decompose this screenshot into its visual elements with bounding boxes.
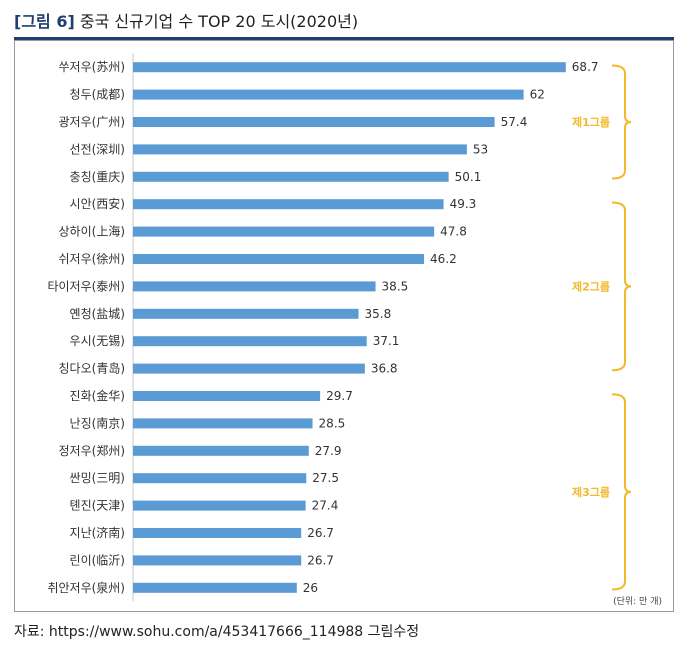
category-label: 우시(无锡) xyxy=(70,333,125,348)
category-label: 지난(济南) xyxy=(70,525,125,540)
value-label: 26.7 xyxy=(307,553,334,567)
bar xyxy=(133,500,306,511)
category-label: 상하이(上海) xyxy=(59,224,125,239)
figure-title: [그림 6] 중국 신규기업 수 TOP 20 도시(2020년) xyxy=(14,8,358,32)
category-label: 싼밍(三明) xyxy=(70,471,125,485)
value-label: 29.7 xyxy=(326,389,353,403)
value-label: 38.5 xyxy=(382,279,409,293)
value-label: 57.4 xyxy=(501,115,528,129)
bar xyxy=(133,62,566,73)
bar xyxy=(133,418,313,429)
category-label: 난징(南京) xyxy=(70,415,125,430)
bar xyxy=(133,308,359,319)
category-label: 톈진(天津) xyxy=(70,499,125,513)
bar xyxy=(133,226,435,237)
value-label: 26.7 xyxy=(307,526,334,540)
category-label: 취안저우(泉州) xyxy=(47,581,125,595)
group-label: 제3그룹 xyxy=(572,485,610,499)
value-label: 26 xyxy=(303,581,318,595)
bar xyxy=(133,254,425,264)
group-label: 제2그룹 xyxy=(572,279,610,293)
value-label: 49.3 xyxy=(450,197,477,211)
category-label: 쉬저우(徐州) xyxy=(59,251,125,266)
category-label: 청두(成都) xyxy=(70,88,125,102)
value-label: 35.8 xyxy=(365,307,392,321)
category-label: 칭다오(青岛) xyxy=(59,361,125,376)
category-label: 시안(西安) xyxy=(70,196,125,211)
category-label: 진화(金华) xyxy=(70,388,125,403)
bar xyxy=(133,582,297,593)
value-label: 28.5 xyxy=(319,416,346,430)
bar xyxy=(133,555,302,566)
value-label: 27.5 xyxy=(312,471,339,485)
group-label: 제1그룹 xyxy=(572,115,610,129)
group-bracket xyxy=(611,393,632,591)
category-label: 선전(深圳) xyxy=(70,142,125,156)
category-label: 충칭(重庆) xyxy=(70,170,125,184)
category-label: 쑤저우(苏州) xyxy=(59,60,125,74)
category-label: 타이저우(泰州) xyxy=(47,279,125,293)
category-label: 옌청(盐城) xyxy=(70,307,125,321)
figure-number: [그림 6] xyxy=(14,12,75,31)
bars-layer: 쑤저우(苏州) 68.7 청두(成都) 62 광저우(广州) 57.4 선전(深圳) 53 충칭… xyxy=(47,60,598,595)
value-label: 37.1 xyxy=(373,334,400,348)
value-label: 36.8 xyxy=(371,362,398,376)
bar xyxy=(133,171,449,182)
bar xyxy=(133,473,307,484)
bar xyxy=(133,363,365,374)
bar xyxy=(133,445,309,456)
value-label: 50.1 xyxy=(455,170,482,184)
value-label: 68.7 xyxy=(572,60,599,74)
bar xyxy=(133,144,467,155)
category-label: 린이(临沂) xyxy=(70,553,125,567)
category-label: 광저우(广州) xyxy=(59,115,125,129)
value-label: 27.4 xyxy=(312,499,339,513)
bar xyxy=(133,281,376,292)
bar xyxy=(133,391,321,401)
category-label: 정저우(郑州) xyxy=(59,443,125,458)
value-label: 53 xyxy=(473,142,488,156)
group-bracket xyxy=(611,64,632,180)
bar xyxy=(133,89,524,100)
bar xyxy=(133,528,302,538)
value-label: 62 xyxy=(530,88,545,102)
bar xyxy=(133,336,367,347)
value-label: 27.9 xyxy=(315,444,342,458)
value-label: 46.2 xyxy=(430,252,457,266)
chart-frame xyxy=(14,40,674,612)
group-bracket xyxy=(611,201,632,372)
figure-title-text: 중국 신규기업 수 TOP 20 도시(2020년) xyxy=(79,12,359,31)
unit-note: (단위: 만 개) xyxy=(613,596,662,607)
value-label: 47.8 xyxy=(440,225,467,239)
bar xyxy=(133,117,495,127)
frame-top-rule xyxy=(14,37,674,40)
bar xyxy=(133,199,444,210)
source-note: 자료: https://www.sohu.com/a/453417666_114… xyxy=(14,624,420,640)
